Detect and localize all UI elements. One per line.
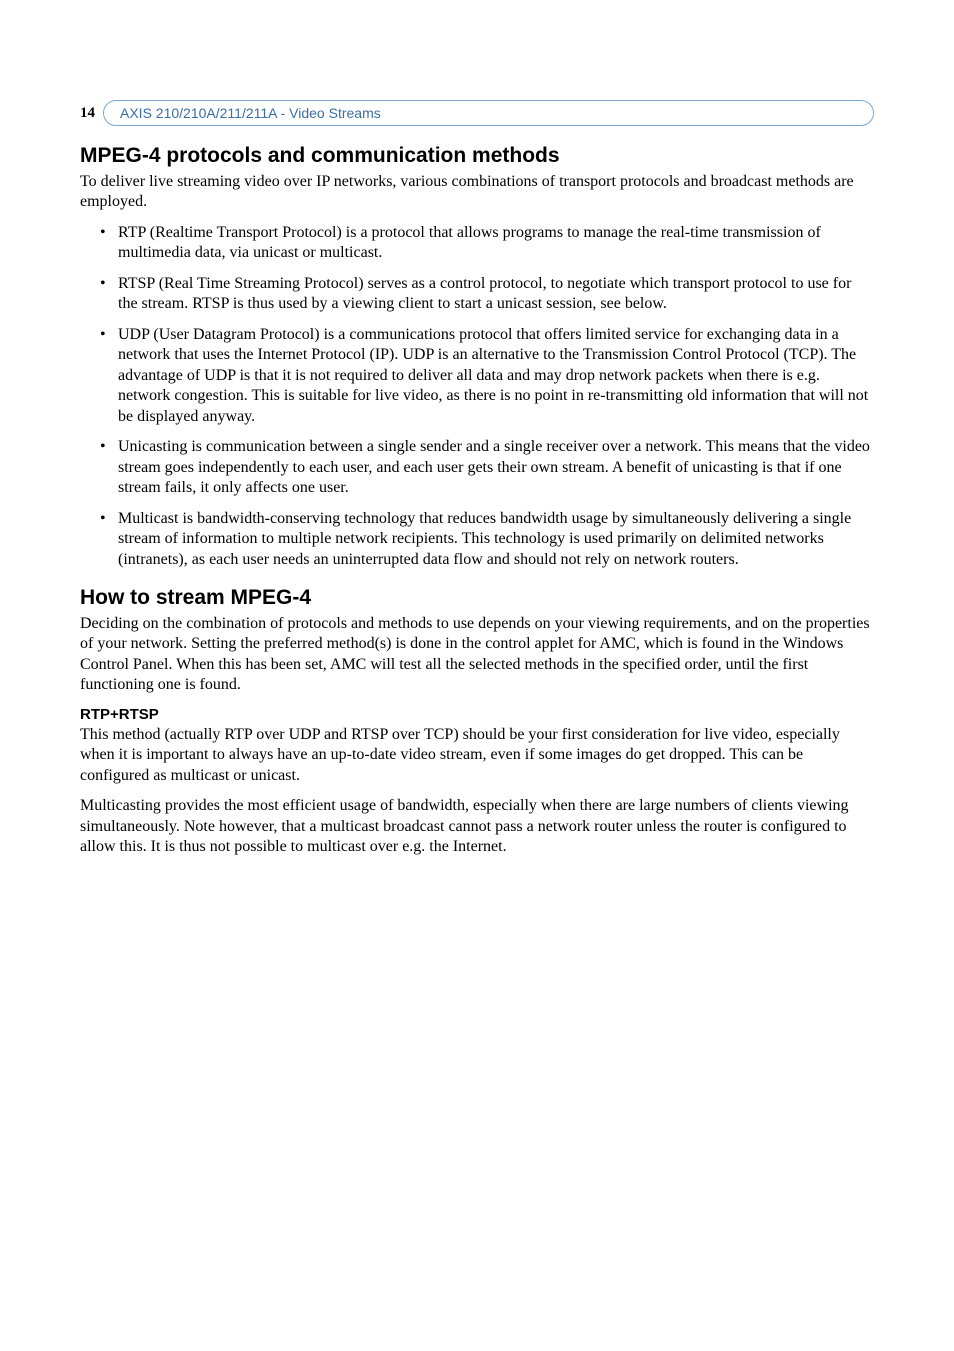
section2-intro: Deciding on the combination of protocols… — [80, 614, 874, 696]
page-header: 14 AXIS 210/210A/211/211A - Video Stream… — [80, 100, 874, 126]
breadcrumb: AXIS 210/210A/211/211A - Video Streams — [103, 100, 874, 126]
protocol-list: RTP (Realtime Transport Protocol) is a p… — [80, 223, 874, 570]
section-title-protocols: MPEG-4 protocols and communication metho… — [80, 144, 874, 168]
section1-intro: To deliver live streaming video over IP … — [80, 172, 874, 213]
list-item: RTSP (Real Time Streaming Protocol) serv… — [100, 274, 874, 315]
subheading-rtprtsp: RTP+RTSP — [80, 706, 874, 723]
section-title-howto: How to stream MPEG-4 — [80, 586, 874, 610]
list-item: Multicast is bandwidth-conserving techno… — [100, 509, 874, 570]
list-item: Unicasting is communication between a si… — [100, 437, 874, 498]
list-item: UDP (User Datagram Protocol) is a commun… — [100, 325, 874, 427]
document-page: 14 AXIS 210/210A/211/211A - Video Stream… — [0, 0, 954, 1351]
list-item: RTP (Realtime Transport Protocol) is a p… — [100, 223, 874, 264]
section2-para1: This method (actually RTP over UDP and R… — [80, 725, 874, 786]
page-number: 14 — [80, 105, 95, 122]
section2-para2: Multicasting provides the most efficient… — [80, 796, 874, 857]
